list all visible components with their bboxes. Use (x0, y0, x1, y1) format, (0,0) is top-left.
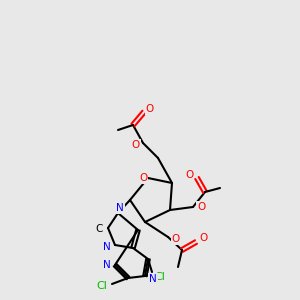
Text: O: O (146, 104, 154, 114)
Text: O: O (132, 140, 140, 150)
Text: C: C (95, 224, 103, 234)
Text: O: O (172, 234, 180, 244)
Text: O: O (185, 170, 193, 180)
Text: O: O (200, 233, 208, 243)
Text: Cl: Cl (97, 281, 107, 291)
Text: N: N (116, 203, 124, 213)
Text: C: C (96, 225, 104, 235)
Text: N: N (149, 274, 157, 284)
Text: O: O (197, 202, 205, 212)
Text: Cl: Cl (154, 272, 165, 282)
Text: N: N (103, 260, 111, 270)
Text: O: O (139, 173, 147, 183)
Text: N: N (103, 242, 111, 252)
